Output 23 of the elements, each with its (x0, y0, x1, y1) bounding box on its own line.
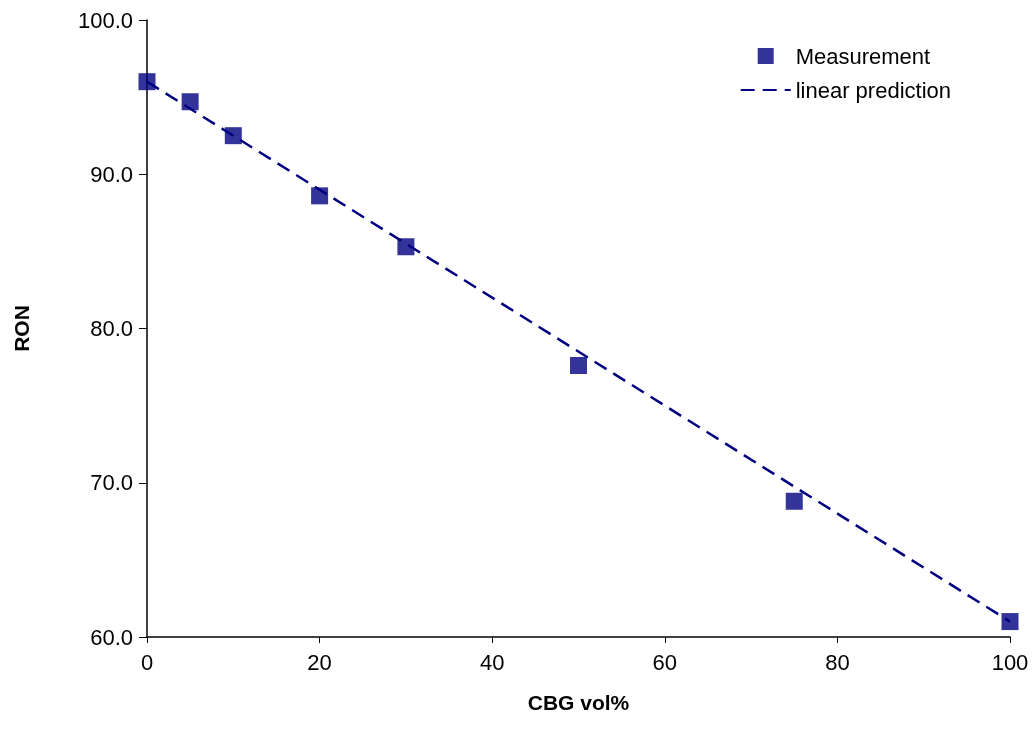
point (138, 73, 156, 91)
point (1001, 613, 1019, 631)
x-tick-label: 0 (140, 649, 154, 675)
y-tick-label: 90.0 (90, 161, 133, 187)
x-tick-label: 40 (479, 649, 505, 675)
point (570, 357, 587, 375)
legend-label: Measurement (795, 43, 931, 69)
x-tick-label: 60 (652, 649, 678, 675)
x-tick-label: 20 (307, 649, 332, 675)
y-axis-title: RON (10, 305, 33, 352)
point (785, 492, 803, 510)
point (311, 187, 329, 205)
y-tick-label: 80.0 (90, 316, 133, 341)
y-tick-label: 100.0 (77, 7, 133, 33)
x-tick-label: 80 (825, 649, 850, 675)
x-axis-title: CBG vol% (527, 691, 630, 714)
legend-label: linear prediction (795, 77, 951, 103)
y-tick-label: 60.0 (90, 624, 133, 650)
point (397, 238, 415, 256)
point (224, 127, 242, 145)
point (181, 93, 199, 111)
y-tick-label: 70.0 (90, 470, 133, 496)
x-tick-label: 100 (991, 649, 1029, 675)
